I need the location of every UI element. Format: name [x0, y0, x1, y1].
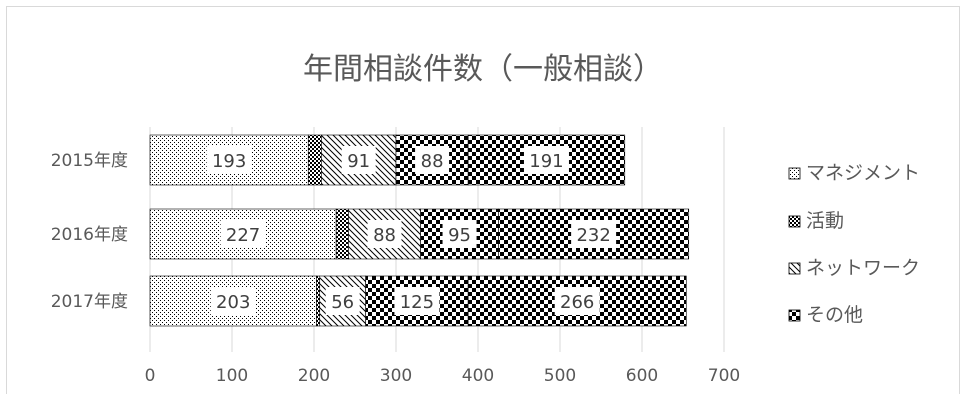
legend-swatch: [788, 262, 801, 275]
legend-label: その他: [806, 304, 863, 326]
x-tick-label: 500: [544, 366, 576, 386]
data-label-box: [210, 287, 256, 315]
bar-segment: [307, 134, 322, 186]
legend-label: 活動: [806, 210, 844, 232]
bar-segment: [335, 208, 349, 260]
data-label: 95: [448, 225, 471, 246]
x-tick-label: 100: [216, 366, 248, 386]
x-tick-label: 300: [380, 366, 412, 386]
chart-title: 年間相談件数（一般相談）: [303, 52, 663, 87]
data-label-box: [220, 220, 266, 248]
data-label: 91: [347, 151, 370, 172]
data-label-box: [554, 287, 600, 315]
data-label-box: [415, 146, 450, 174]
category-label: 2016年度: [51, 225, 128, 245]
data-label-box: [325, 287, 360, 315]
x-tick-label: 600: [626, 366, 658, 386]
data-labels: 193 91 88 191 227 88 95 232 203 56 125 266: [206, 146, 617, 315]
data-label-box: [571, 220, 617, 248]
legend-swatch: [788, 215, 801, 228]
data-label: 232: [576, 225, 610, 246]
data-label: 193: [212, 151, 246, 172]
x-tick-label: 700: [708, 366, 740, 386]
category-label: 2017年度: [51, 292, 128, 312]
x-tick-label: 200: [298, 366, 330, 386]
x-tick-label: 0: [145, 366, 156, 386]
bar-segment: [316, 275, 321, 327]
data-label: 88: [421, 151, 444, 172]
data-label-box: [442, 220, 477, 248]
legend-label: ネットワーク: [806, 257, 920, 279]
data-label-box: [206, 146, 252, 174]
data-label: 203: [216, 292, 250, 313]
data-label: 227: [226, 225, 260, 246]
data-label: 88: [373, 225, 396, 246]
data-label: 191: [529, 151, 563, 172]
x-tick-label: 400: [462, 366, 494, 386]
x-tick-labels: 0 100 200 300 400 500 600 700: [145, 366, 741, 386]
data-label: 125: [400, 292, 434, 313]
legend-label: マネジメント: [806, 162, 920, 184]
data-label-box: [394, 287, 440, 315]
legend-swatch: [788, 309, 801, 322]
data-label-box: [341, 146, 376, 174]
data-label-box: [523, 146, 569, 174]
category-label: 2015年度: [51, 151, 128, 171]
chart-frame: [6, 6, 960, 394]
data-label: 56: [331, 292, 354, 313]
data-label-box: [367, 220, 402, 248]
data-label: 266: [560, 292, 594, 313]
category-labels: 2015年度 2016年度 2017年度: [51, 151, 128, 312]
legend-swatch: [788, 167, 801, 180]
